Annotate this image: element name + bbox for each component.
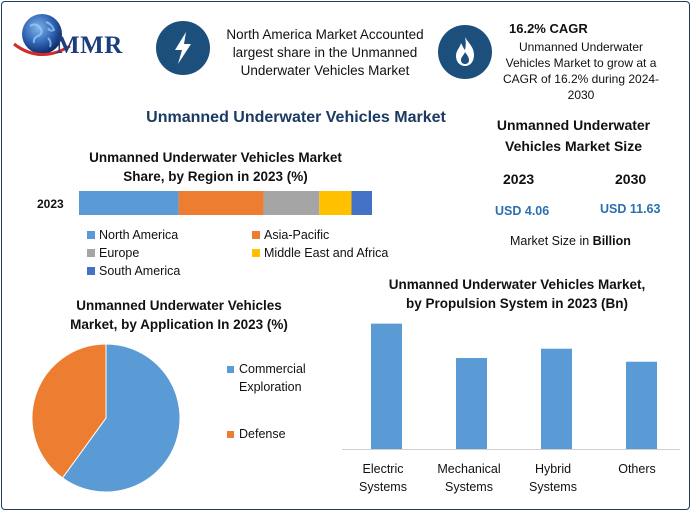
legend-swatch: [87, 267, 95, 275]
pie-slice-commercial-exploration: [61, 343, 181, 493]
cagr-title: 16.2% CAGR: [509, 21, 588, 36]
region-bar-category: 2023: [37, 197, 64, 211]
legend-item-south-america: South America: [87, 264, 180, 278]
pie-legend-commercial-exploration: Commercial Exploration: [227, 360, 327, 396]
legend-swatch: [87, 249, 95, 257]
x-tick-label: Mechanical Systems: [437, 462, 501, 494]
year-2030-label: 2030: [615, 171, 647, 187]
pie-legend-defense: Defense: [227, 425, 327, 443]
main-title: Unmanned Underwater Vehicles Market: [146, 109, 446, 126]
region-chart-title: Unmanned Underwater Vehicles Market Shar…: [89, 150, 342, 184]
flame-icon-badge: [438, 25, 492, 79]
bar-segment-asia-pacific: [178, 191, 264, 215]
propulsion-bar-chart: [342, 323, 680, 450]
lightning-icon: [175, 32, 191, 64]
legend-label: South America: [99, 264, 181, 278]
bar-mechanical-systems: [456, 358, 487, 449]
legend-swatch: [252, 231, 260, 239]
market-size-unit: Market Size in Billion: [510, 234, 631, 248]
lightning-icon-badge: [156, 21, 210, 75]
bar-electric-systems: [371, 323, 402, 449]
legend-label: Commercial Exploration: [239, 362, 306, 394]
bar-segment-europe: [263, 191, 320, 215]
region-bar-svg: [79, 191, 372, 215]
application-pie-chart: [31, 343, 181, 493]
legend-swatch: [87, 231, 95, 239]
bar-segment-south-america: [351, 191, 372, 215]
pie-slice-defense: [31, 343, 107, 479]
legend-label: North America: [99, 228, 179, 242]
legend-swatch: [227, 431, 234, 438]
unit-bold: Billion: [592, 234, 631, 248]
bar-others: [626, 361, 657, 449]
legend-label: Defense: [239, 427, 286, 441]
bar-hybrid-systems: [541, 348, 572, 449]
legend-item-north-america: North America: [87, 228, 178, 242]
legend-swatch: [227, 366, 234, 373]
logo-text: MMR: [56, 32, 123, 59]
x-tick-label: Electric Systems: [359, 462, 407, 494]
region-highlight-text: North America Market Accounted largest s…: [226, 27, 424, 78]
legend-item-europe: Europe: [87, 246, 139, 260]
legend-item-asia-pacific: Asia-Pacific: [252, 228, 329, 242]
legend-label: Asia-Pacific: [264, 228, 330, 242]
legend-label: Europe: [99, 246, 140, 260]
market-size-title: Unmanned Underwater Vehicles Market Size: [496, 117, 651, 154]
flame-icon: [456, 37, 474, 66]
value-2023: USD 4.06: [495, 204, 550, 218]
region-stacked-bar: [79, 191, 372, 215]
year-2023-label: 2023: [503, 171, 535, 187]
x-tick-label: Others: [618, 462, 656, 476]
cagr-description: Unmanned Underwater Vehicles Market to g…: [502, 40, 660, 102]
x-tick-label: Hybrid Systems: [529, 462, 577, 494]
application-chart-title: Unmanned Underwater Vehicles Market, by …: [70, 298, 288, 332]
value-2030: USD 11.63: [600, 202, 661, 216]
globe-icon: [13, 14, 71, 56]
legend-label: Middle East and Africa: [264, 246, 389, 260]
bar-segment-middle-east-and-africa: [319, 191, 352, 215]
mmr-logo: MMR: [12, 10, 147, 68]
legend-item-middle-east-africa: Middle East and Africa: [252, 246, 388, 260]
unit-prefix: Market Size in: [510, 234, 593, 248]
bar-segment-north-america: [79, 191, 179, 215]
propulsion-chart-title: Unmanned Underwater Vehicles Market, by …: [388, 277, 646, 311]
legend-swatch: [252, 249, 260, 257]
